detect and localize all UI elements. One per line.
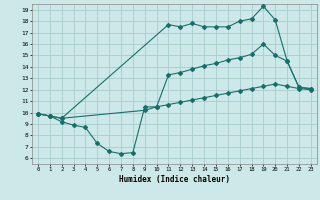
X-axis label: Humidex (Indice chaleur): Humidex (Indice chaleur) [119, 175, 230, 184]
